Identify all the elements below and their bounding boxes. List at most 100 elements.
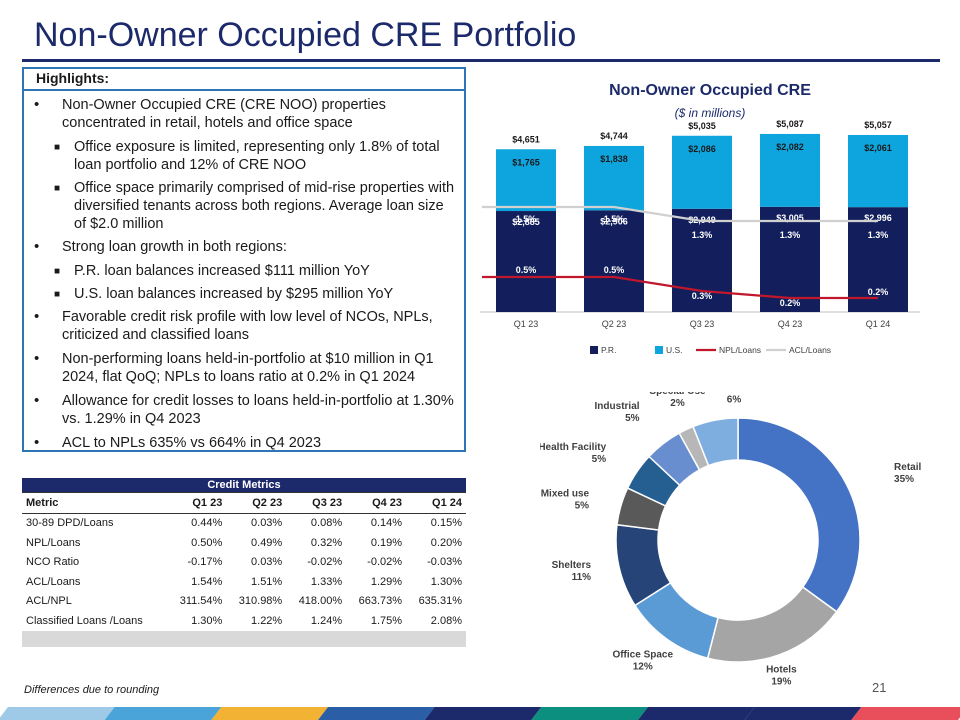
- table-cell: 1.24%: [310, 614, 343, 627]
- highlights-list: • Non-Owner Occupied CRE (CRE NOO) proper…: [26, 96, 456, 458]
- footer-strip-segment: [318, 707, 435, 720]
- pr-value-label: $2,949: [688, 215, 716, 225]
- table-cell: 0.20%: [430, 536, 462, 549]
- column-header: Q1 24: [406, 492, 466, 514]
- x-tick-label: Q1 24: [866, 319, 891, 329]
- table-cell: 1.54%: [191, 575, 223, 588]
- table-cell: NPL/Loans: [26, 536, 81, 549]
- bullet-item: • Non-performing loans held-in-portfolio …: [34, 350, 434, 385]
- table-cell: 1.29%: [370, 575, 403, 588]
- table-cell: 0.19%: [370, 536, 403, 549]
- us-value-label: $1,838: [600, 154, 628, 164]
- acl-data-label: 1.3%: [868, 230, 889, 240]
- table-cell: -0.03%: [427, 556, 462, 569]
- table-cell: 310.98%: [238, 595, 283, 608]
- sub-bullet-item: ■ Office exposure is limited, representin…: [54, 139, 440, 173]
- legend-label: NPL/Loans: [719, 345, 761, 355]
- footer-strip-segment: [744, 707, 862, 720]
- table-row: NCO Ratio -0.17% 0.03% -0.02% -0.02% -0.03%: [22, 553, 466, 573]
- donut-label: Office Space: [612, 650, 673, 661]
- bullet-dot-icon: •: [34, 308, 40, 325]
- table-cell: 1.30%: [191, 614, 223, 627]
- bullet-dot-icon: •: [34, 238, 40, 255]
- table-cell: -0.02%: [367, 556, 403, 569]
- table-cell: 418.00%: [298, 595, 343, 608]
- donut-label: Industrial: [595, 401, 640, 412]
- us-value-label: $1,765: [512, 157, 540, 167]
- page-title: Non-Owner Occupied CRE Portfolio: [34, 16, 577, 54]
- bullet-item: • Favorable credit risk profile with low …: [34, 308, 433, 343]
- bullet-dot-icon: •: [34, 350, 40, 367]
- table-cell: 30-89 DPD/Loans: [26, 517, 114, 530]
- table-cell: 0.44%: [191, 517, 223, 530]
- x-tick-label: Q3 23: [690, 319, 715, 329]
- donut-pct-label: 5%: [575, 500, 590, 511]
- credit-metrics-table: Credit Metrics Metric Q1 23 Q2 23 Q3 23 Q4 2…: [22, 478, 466, 647]
- sub-bullet-item: ■ U.S. loan balances increased by $295 mi…: [54, 286, 394, 302]
- x-tick-label: Q1 23: [514, 319, 539, 329]
- donut-label: Hotels: [766, 664, 797, 675]
- footer-strip-segment: [0, 707, 115, 720]
- bar-us-q1-23: [496, 149, 556, 212]
- bar-us-q3-23: [672, 135, 732, 209]
- table-cell: 1.22%: [251, 614, 283, 627]
- bar-pr-q2-23: [584, 210, 644, 312]
- footer-color-strip: [0, 707, 960, 720]
- table-row: Classified Loans /Loans 1.30% 1.22% 1.24% 1.…: [22, 611, 466, 631]
- donut-label: Retail: [894, 462, 921, 473]
- acl-data-label: 1.3%: [692, 230, 713, 240]
- acl-data-label: 1.5%: [516, 214, 537, 224]
- highlights-header: Highlights:: [22, 67, 466, 91]
- table-cell: 0.03%: [251, 556, 283, 569]
- bullet-dot-icon: •: [34, 392, 40, 409]
- npl-data-label: 0.2%: [780, 298, 801, 308]
- donut-pct-label: 12%: [633, 662, 653, 673]
- table-row: NPL/Loans 0.50% 0.49% 0.32% 0.19% 0.20%: [22, 533, 466, 553]
- table-footer-cell: [22, 630, 466, 647]
- total-value-label: $5,087: [776, 120, 804, 129]
- legend-swatch: [590, 346, 598, 354]
- donut-pct-label: 19%: [771, 676, 791, 687]
- bullet-item: • Allowance for credit losses to loans he…: [34, 392, 454, 427]
- bar-us-q1-24: [848, 135, 908, 208]
- bullet-dot-icon: •: [34, 434, 40, 451]
- table-cell: 311.54%: [179, 595, 223, 608]
- us-value-label: $2,082: [776, 142, 804, 152]
- table-cell: 663.73%: [358, 595, 403, 608]
- cre-bar-chart: $2,885 $1,765 $4,651 Q1 23 $2,906 $1,838 $4,74…: [480, 120, 920, 355]
- column-header: Q4 23: [346, 492, 407, 514]
- table-cell: ACL/Loans: [26, 575, 81, 588]
- table-cell: 1.33%: [310, 575, 343, 588]
- title-underline: [22, 59, 940, 62]
- column-header: Q1 23: [167, 492, 227, 514]
- column-header: Q2 23: [226, 492, 287, 514]
- sub-bullet-item: ■ P.R. loan balances increased $111 milli…: [54, 263, 370, 279]
- bar-pr-q4-23: [760, 206, 820, 312]
- table-row: ACL/Loans 1.54% 1.51% 1.33% 1.29% 1.30%: [22, 572, 466, 592]
- bar-us-q2-23: [584, 145, 644, 211]
- square-bullet-icon: ■: [54, 183, 61, 194]
- donut-slice-other: [692, 417, 739, 467]
- column-header: Metric: [22, 492, 168, 514]
- table-row: ACL/NPL 311.54% 310.98% 418.00% 663.73% 635.3…: [22, 592, 466, 612]
- table-cell: 0.14%: [370, 517, 403, 530]
- table-cell: 0.32%: [310, 536, 343, 549]
- npl-data-label: 0.5%: [516, 265, 537, 275]
- bar-chart-title: Non-Owner Occupied CRE: [609, 82, 811, 99]
- square-bullet-icon: ■: [54, 266, 61, 277]
- bar-pr-q1-23: [496, 211, 556, 312]
- donut-slice-retail: [737, 417, 861, 613]
- highlights-box: [22, 67, 466, 452]
- footer-strip-segment: [104, 707, 222, 720]
- bullet-item: • ACL to NPLs 635% vs 664% in Q4 2023: [34, 434, 322, 451]
- total-value-label: $5,035: [688, 121, 716, 131]
- donut-pct-label: 35%: [894, 474, 914, 485]
- acl-data-label: 1.5%: [604, 214, 625, 224]
- footer-strip-segment: [851, 707, 960, 720]
- table-cell: 0.49%: [251, 536, 283, 549]
- table-header-row: Metric Q1 23 Q2 23 Q3 23 Q4 23 Q1 24: [22, 492, 466, 514]
- donut-label: Mixed use: [541, 488, 590, 499]
- table-cell: 0.15%: [430, 517, 462, 530]
- acl-loans-line: [482, 205, 878, 223]
- bullet-item: • Non-Owner Occupied CRE (CRE NOO) proper…: [34, 96, 386, 131]
